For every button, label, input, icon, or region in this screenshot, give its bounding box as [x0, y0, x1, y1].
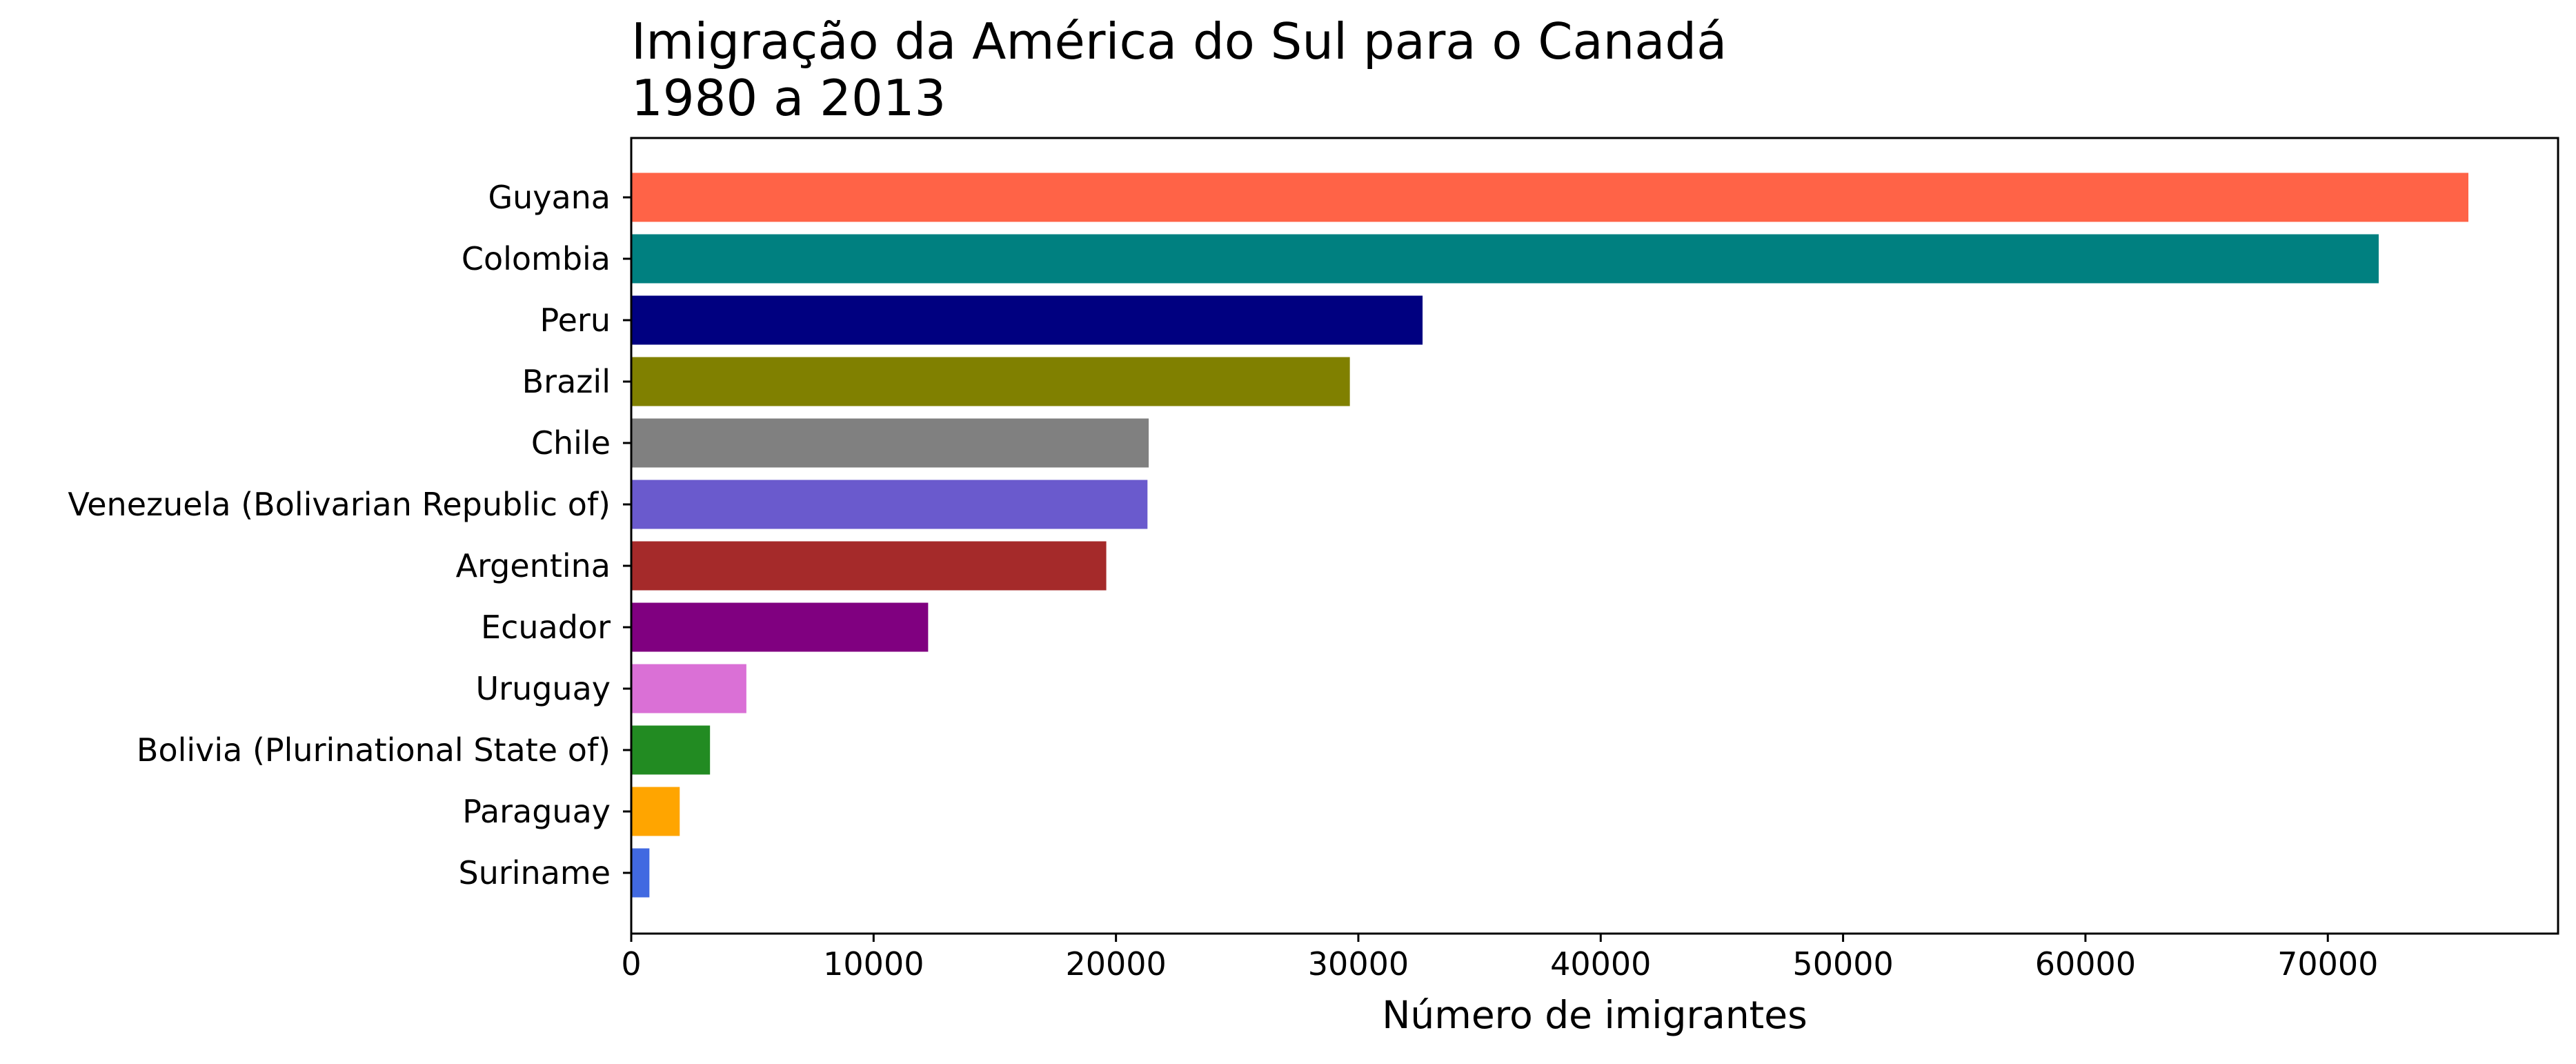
chart-title-line: Imigração da América do Sul para o Canad…	[631, 12, 1727, 70]
x-tick-label: 30000	[1308, 945, 1409, 983]
y-tick-label: Chile	[531, 424, 611, 462]
chart-title-line: 1980 a 2013	[631, 69, 946, 127]
y-tick-label: Ecuador	[481, 609, 611, 646]
x-tick-label: 70000	[2277, 945, 2378, 983]
bar	[631, 173, 2469, 222]
bar	[631, 848, 650, 898]
y-tick-label: Uruguay	[476, 670, 611, 707]
x-tick-label: 50000	[1792, 945, 1893, 983]
bar	[631, 480, 1148, 529]
y-tick-label: Suriname	[459, 854, 611, 891]
y-tick-label: Peru	[540, 302, 611, 339]
y-tick-label: Venezuela (Bolivarian Republic of)	[68, 486, 611, 523]
bar	[631, 664, 746, 713]
x-tick-label: 20000	[1065, 945, 1166, 983]
y-tick-label: Bolivia (Plurinational State of)	[137, 731, 611, 769]
bar	[631, 725, 711, 775]
bar	[631, 357, 1350, 406]
y-tick-label: Argentina	[456, 547, 611, 584]
y-tick-label: Guyana	[488, 179, 611, 216]
x-tick-label: 0	[621, 945, 641, 983]
bar	[631, 418, 1149, 468]
axes-frame	[630, 137, 2559, 935]
y-tick-label: Paraguay	[462, 793, 611, 830]
x-tick-label: 60000	[2035, 945, 2136, 983]
bar	[631, 602, 929, 652]
x-tick-label: 10000	[823, 945, 924, 983]
x-tick-label: 40000	[1550, 945, 1651, 983]
bar	[631, 234, 2379, 284]
bar	[631, 541, 1107, 591]
bar	[631, 295, 1423, 345]
x-axis-label: Número de imigrantes	[1382, 993, 1807, 1037]
y-tick-label: Colombia	[462, 240, 611, 277]
bar	[631, 787, 680, 836]
y-tick-label: Brazil	[522, 363, 611, 400]
